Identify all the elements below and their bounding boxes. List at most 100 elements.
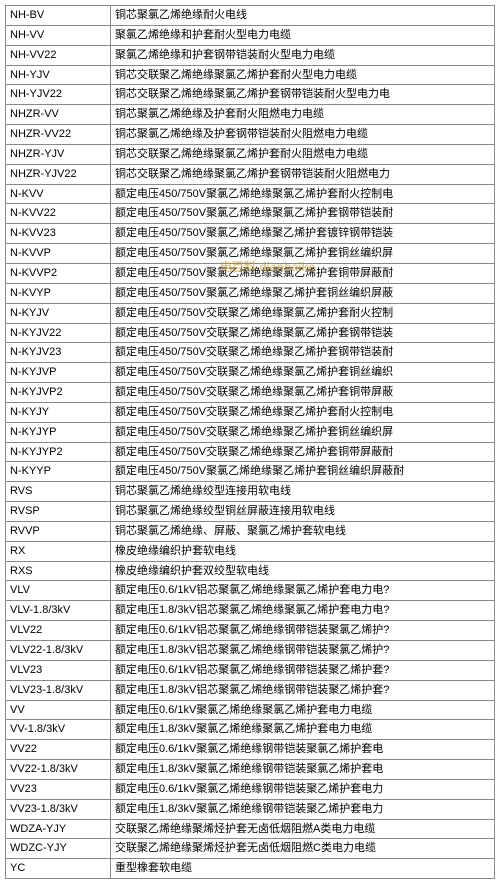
table-row: N-KYJYP额定电压450/750V交联聚乙烯绝缘聚乙烯护套铜丝编织屏	[6, 422, 495, 442]
cable-code: NHZR-VV	[6, 105, 111, 125]
cable-description: 铜芯聚氯乙烯绝缘、屏蔽、聚氯乙烯护套软电线	[111, 521, 495, 541]
table-row: RVS铜芯聚氯乙烯绝缘绞型连接用软电线	[6, 482, 495, 502]
table-row: RVSP铜芯聚氯乙烯绝缘绞型铜丝屏蔽连接用软电线	[6, 502, 495, 522]
cable-description: 铜芯聚氯乙烯绝缘耐火电线	[111, 6, 495, 26]
cable-description: 聚氯乙烯绝缘和护套钢带铠装耐火型电力电缆	[111, 45, 495, 65]
table-row: NHZR-YJV22铜芯交联聚乙烯绝缘聚氯乙烯护套钢带铠装耐火阻燃电力	[6, 164, 495, 184]
table-row: N-KYJVP额定电压450/750V交联聚乙烯绝缘聚氯乙烯护套铜丝编织	[6, 363, 495, 383]
table-row: N-KVV额定电压450/750V聚氯乙烯绝缘聚氯乙烯护套耐火控制电	[6, 184, 495, 204]
table-row: NH-YJV铜芯交联聚乙烯绝缘聚氯乙烯护套耐火型电力电缆	[6, 65, 495, 85]
cable-description: 额定电压1.8/3kV聚氯乙烯绝缘钢带铠装聚乙烯护套电力	[111, 799, 495, 819]
cable-description: 铜芯交联聚乙烯绝缘聚氯乙烯护套耐火阻燃电力电缆	[111, 144, 495, 164]
cable-code: N-KYYP	[6, 462, 111, 482]
cable-description: 额定电压0.6/1kV聚氯乙烯绝缘钢带铠装聚乙烯护套电力	[111, 779, 495, 799]
cable-description: 额定电压1.8/3kV聚氯乙烯绝缘钢带铠装聚氯乙烯护套电	[111, 760, 495, 780]
cable-code: RXS	[6, 561, 111, 581]
table-row: NH-VV聚氯乙烯绝缘和护套耐火型电力电缆	[6, 25, 495, 45]
cable-description: 额定电压450/750V交联聚乙烯绝缘聚氯乙烯护套铜丝编织	[111, 363, 495, 383]
table-row: VV23额定电压0.6/1kV聚氯乙烯绝缘钢带铠装聚乙烯护套电力	[6, 779, 495, 799]
cable-code: VV22	[6, 740, 111, 760]
table-row: VLV22额定电压0.6/1kV铝芯聚氯乙烯绝缘钢带铠装聚氯乙烯护?	[6, 621, 495, 641]
cable-code: N-KYJV23	[6, 343, 111, 363]
table-row: NHZR-YJV铜芯交联聚乙烯绝缘聚氯乙烯护套耐火阻燃电力电缆	[6, 144, 495, 164]
cable-description: 铜芯聚氯乙烯绝缘及护套耐火阻燃电力电缆	[111, 105, 495, 125]
cable-description: 额定电压450/750V聚氯乙烯绝缘聚乙烯护套铜丝编织屏蔽耐	[111, 462, 495, 482]
table-row: VV-1.8/3kV额定电压1.8/3kV聚氯乙烯绝缘聚氯乙烯护套电力电缆	[6, 720, 495, 740]
cable-description: 额定电压1.8/3kV铝芯聚氯乙烯绝缘钢带铠装聚氯乙烯护?	[111, 641, 495, 661]
cable-description: 铜芯聚氯乙烯绝缘绞型铜丝屏蔽连接用软电线	[111, 502, 495, 522]
cable-description: 额定电压450/750V聚氯乙烯绝缘聚乙烯护套铜丝编织屏蔽	[111, 283, 495, 303]
cable-code: N-KVV22	[6, 204, 111, 224]
cable-description: 额定电压450/750V交联聚乙烯绝缘聚乙烯护套钢带铠装耐	[111, 343, 495, 363]
cable-code: NH-BV	[6, 6, 111, 26]
cable-description: 铜芯交联聚乙烯绝缘聚氯乙烯护套钢带铠装耐火型电力电	[111, 85, 495, 105]
table-row: N-KYJY额定电压450/750V交联聚乙烯绝缘聚乙烯护套耐火控制电	[6, 402, 495, 422]
cable-description: 聚氯乙烯绝缘和护套耐火型电力电缆	[111, 25, 495, 45]
cable-code: NH-YJV	[6, 65, 111, 85]
cable-description: 额定电压0.6/1kV聚氯乙烯绝缘聚氯乙烯护套电力电缆	[111, 700, 495, 720]
table-row: NH-YJV22铜芯交联聚乙烯绝缘聚氯乙烯护套钢带铠装耐火型电力电	[6, 85, 495, 105]
cable-code: NHZR-VV22	[6, 125, 111, 145]
table-row: N-KVVP额定电压450/750V聚氯乙烯绝缘聚氯乙烯护套铜丝编织屏	[6, 244, 495, 264]
cable-description: 铜芯交联聚乙烯绝缘聚氯乙烯护套耐火型电力电缆	[111, 65, 495, 85]
cable-code: VLV	[6, 581, 111, 601]
table-row: N-KYJVP2额定电压450/750V交联聚乙烯绝缘聚氯乙烯护套铜带屏蔽	[6, 383, 495, 403]
cable-description: 额定电压450/750V聚氯乙烯绝缘聚乙烯护套镀锌钢带铠装	[111, 224, 495, 244]
table-row: N-KYJV额定电压450/750V交联聚乙烯绝缘聚氯乙烯护套耐火控制	[6, 303, 495, 323]
cable-description: 交联聚乙烯绝缘聚烯烃护套无卤低烟阻燃C类电力电缆	[111, 839, 495, 859]
table-row: N-KYJV23额定电压450/750V交联聚乙烯绝缘聚乙烯护套钢带铠装耐	[6, 343, 495, 363]
table-row: N-KVV22额定电压450/750V聚氯乙烯绝缘聚氯乙烯护套钢带铠装耐	[6, 204, 495, 224]
table-row: N-KVYP额定电压450/750V聚氯乙烯绝缘聚乙烯护套铜丝编织屏蔽	[6, 283, 495, 303]
cable-code: N-KYJVP2	[6, 383, 111, 403]
cable-description: 额定电压450/750V交联聚乙烯绝缘聚乙烯护套耐火控制电	[111, 402, 495, 422]
cable-code: N-KYJYP	[6, 422, 111, 442]
cable-description: 额定电压0.6/1kV铝芯聚氯乙烯绝缘聚氯乙烯护套电力电?	[111, 581, 495, 601]
table-row: RXS橡皮绝缘编织护套双绞型软电线	[6, 561, 495, 581]
cable-description: 铜芯聚氯乙烯绝缘绞型连接用软电线	[111, 482, 495, 502]
cable-code: RVS	[6, 482, 111, 502]
cable-description: 额定电压450/750V聚氯乙烯绝缘聚氯乙烯护套耐火控制电	[111, 184, 495, 204]
cable-code: RX	[6, 541, 111, 561]
cable-code: N-KVV	[6, 184, 111, 204]
cable-code: VV22-1.8/3kV	[6, 760, 111, 780]
cable-code: YC	[6, 859, 111, 879]
cable-description: 铜芯聚氯乙烯绝缘及护套钢带铠装耐火阻燃电力电缆	[111, 125, 495, 145]
table-row: VV23-1.8/3kV额定电压1.8/3kV聚氯乙烯绝缘钢带铠装聚乙烯护套电力	[6, 799, 495, 819]
cable-description: 交联聚乙烯绝缘聚烯烃护套无卤低烟阻燃A类电力电缆	[111, 819, 495, 839]
table-row: VLV23额定电压0.6/1kV铝芯聚氯乙烯绝缘钢带铠装聚乙烯护套?	[6, 660, 495, 680]
cable-description: 额定电压450/750V交联聚乙烯绝缘聚氯乙烯护套耐火控制	[111, 303, 495, 323]
cable-description: 额定电压450/750V交联聚乙烯绝缘聚乙烯护套铜丝编织屏	[111, 422, 495, 442]
cable-code: N-KVVP	[6, 244, 111, 264]
table-row: NHZR-VV22铜芯聚氯乙烯绝缘及护套钢带铠装耐火阻燃电力电缆	[6, 125, 495, 145]
cable-code: NH-YJV22	[6, 85, 111, 105]
cable-code: WDZA-YJY	[6, 819, 111, 839]
cable-code: RVSP	[6, 502, 111, 522]
cable-code: VLV22-1.8/3kV	[6, 641, 111, 661]
table-row: VV22额定电压0.6/1kV聚氯乙烯绝缘钢带铠装聚氯乙烯护套电	[6, 740, 495, 760]
cable-code: NH-VV	[6, 25, 111, 45]
table-row: N-KVVP2额定电压450/750V聚氯乙烯绝缘聚氯乙烯护套铜带屏蔽耐	[6, 263, 495, 283]
cable-code: N-KYJV	[6, 303, 111, 323]
table-row: WDZC-YJY交联聚乙烯绝缘聚烯烃护套无卤低烟阻燃C类电力电缆	[6, 839, 495, 859]
table-row: N-KYYP额定电压450/750V聚氯乙烯绝缘聚乙烯护套铜丝编织屏蔽耐	[6, 462, 495, 482]
cable-description: 额定电压0.6/1kV铝芯聚氯乙烯绝缘钢带铠装聚氯乙烯护?	[111, 621, 495, 641]
cable-description: 额定电压450/750V聚氯乙烯绝缘聚氯乙烯护套铜带屏蔽耐	[111, 263, 495, 283]
table-row: WDZA-YJY交联聚乙烯绝缘聚烯烃护套无卤低烟阻燃A类电力电缆	[6, 819, 495, 839]
cable-code: NHZR-YJV	[6, 144, 111, 164]
cable-code: NH-VV22	[6, 45, 111, 65]
table-row: VLV23-1.8/3kV额定电压1.8/3kV铝芯聚氯乙烯绝缘钢带铠装聚乙烯护…	[6, 680, 495, 700]
cable-code: N-KYJV22	[6, 323, 111, 343]
table-row: NHZR-VV铜芯聚氯乙烯绝缘及护套耐火阻燃电力电缆	[6, 105, 495, 125]
table-row: N-KYJYP2额定电压450/750V交联聚乙烯绝缘聚乙烯护套铜带屏蔽耐	[6, 442, 495, 462]
cable-code: RVVP	[6, 521, 111, 541]
table-row: VLV22-1.8/3kV额定电压1.8/3kV铝芯聚氯乙烯绝缘钢带铠装聚氯乙烯…	[6, 641, 495, 661]
cable-code: VV23	[6, 779, 111, 799]
cable-code: VLV23	[6, 660, 111, 680]
cable-code: VLV22	[6, 621, 111, 641]
table-row: NH-BV铜芯聚氯乙烯绝缘耐火电线	[6, 6, 495, 26]
cable-description: 额定电压450/750V交联聚乙烯绝缘聚氯乙烯护套钢带铠装	[111, 323, 495, 343]
cable-description: 铜芯交联聚乙烯绝缘聚氯乙烯护套钢带铠装耐火阻燃电力	[111, 164, 495, 184]
cable-code: WDZC-YJY	[6, 839, 111, 859]
cable-code: VLV23-1.8/3kV	[6, 680, 111, 700]
cable-code: VV-1.8/3kV	[6, 720, 111, 740]
